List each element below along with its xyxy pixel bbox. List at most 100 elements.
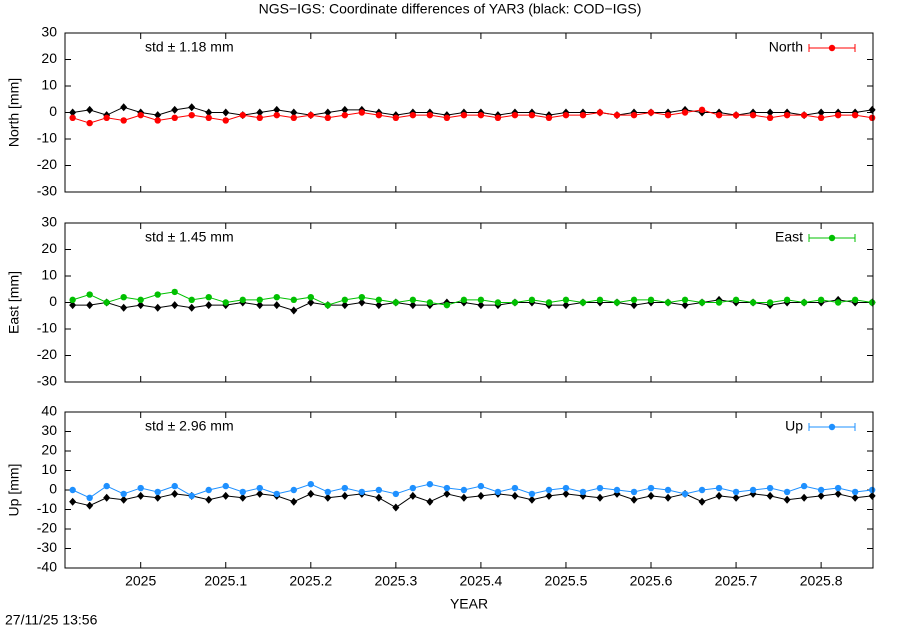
point: [69, 114, 76, 122]
point: [290, 306, 298, 315]
x-tick-label: 2025.4: [459, 573, 502, 589]
y-tick-label: 20: [41, 240, 57, 256]
point: [256, 489, 264, 498]
point: [341, 111, 349, 119]
point: [86, 119, 93, 127]
point: [868, 299, 876, 306]
point: [494, 114, 502, 122]
point: [239, 296, 246, 304]
point: [494, 299, 502, 306]
x-tick-label: 2025.2: [289, 573, 332, 589]
point: [749, 111, 757, 119]
point: [443, 489, 451, 498]
plot-frame: [64, 222, 874, 383]
point: [426, 497, 434, 506]
y-tick-label: 30: [41, 422, 57, 438]
point: [290, 497, 298, 506]
point: [86, 291, 93, 298]
point: [341, 484, 349, 492]
point: [120, 103, 128, 112]
plot-frame: [64, 411, 874, 569]
point: [256, 108, 264, 117]
point: [86, 501, 94, 510]
point: [171, 288, 178, 296]
point: [630, 301, 638, 310]
point: [732, 111, 740, 119]
point: [477, 301, 485, 310]
point: [341, 301, 349, 310]
point: [494, 488, 502, 496]
point: [630, 488, 638, 496]
point: [188, 111, 195, 119]
point: [664, 111, 672, 119]
point: [562, 111, 570, 119]
x-tick-label: 2025.7: [715, 573, 758, 589]
point: [171, 105, 179, 114]
point: [409, 296, 417, 304]
point: [103, 482, 110, 490]
point: [647, 109, 655, 116]
point: [273, 490, 280, 498]
point: [817, 296, 825, 304]
point: [409, 484, 417, 492]
point: [103, 114, 110, 122]
point: [732, 488, 740, 496]
point: [511, 491, 519, 500]
point: [647, 491, 655, 500]
point: [239, 111, 246, 119]
y-tick-label: 20: [41, 442, 57, 458]
point: [749, 486, 757, 494]
point: [341, 105, 349, 114]
point: [800, 482, 808, 490]
point: [205, 301, 213, 310]
point: [443, 484, 451, 492]
point: [205, 495, 213, 504]
point: [630, 296, 638, 304]
point: [222, 108, 230, 117]
y-tick-label: -30: [37, 373, 57, 389]
point: [868, 114, 876, 122]
y-tick-label: -10: [37, 320, 57, 336]
point: [460, 296, 468, 304]
point: [613, 299, 621, 306]
point: [851, 488, 859, 496]
point: [103, 493, 111, 502]
point: [511, 111, 519, 119]
point: [188, 296, 195, 304]
point: [239, 493, 247, 502]
point: [460, 493, 468, 502]
point: [69, 301, 77, 310]
point: [256, 114, 263, 122]
point: [222, 491, 230, 500]
point: [783, 488, 791, 496]
point: [222, 117, 229, 124]
point: [324, 493, 332, 502]
point: [630, 495, 638, 504]
legend-marker: [828, 234, 836, 242]
point: [579, 488, 587, 496]
point: [103, 299, 110, 306]
point: [511, 484, 519, 492]
legend-marker: [828, 44, 836, 52]
point: [188, 492, 195, 500]
point: [834, 484, 842, 492]
point: [86, 494, 93, 501]
point: [86, 301, 94, 310]
point: [324, 488, 332, 496]
point: [817, 491, 825, 500]
point: [171, 114, 178, 122]
point: [834, 299, 842, 306]
point: [154, 488, 161, 496]
point: [409, 491, 417, 500]
point: [154, 111, 162, 120]
point: [596, 493, 604, 502]
point: [154, 291, 161, 298]
point: [256, 296, 263, 304]
point: [528, 495, 536, 504]
y-tick-label: -30: [37, 539, 57, 555]
point: [647, 296, 655, 304]
point: [851, 296, 859, 304]
point: [851, 493, 859, 502]
point: [681, 490, 689, 498]
point: [341, 491, 349, 500]
